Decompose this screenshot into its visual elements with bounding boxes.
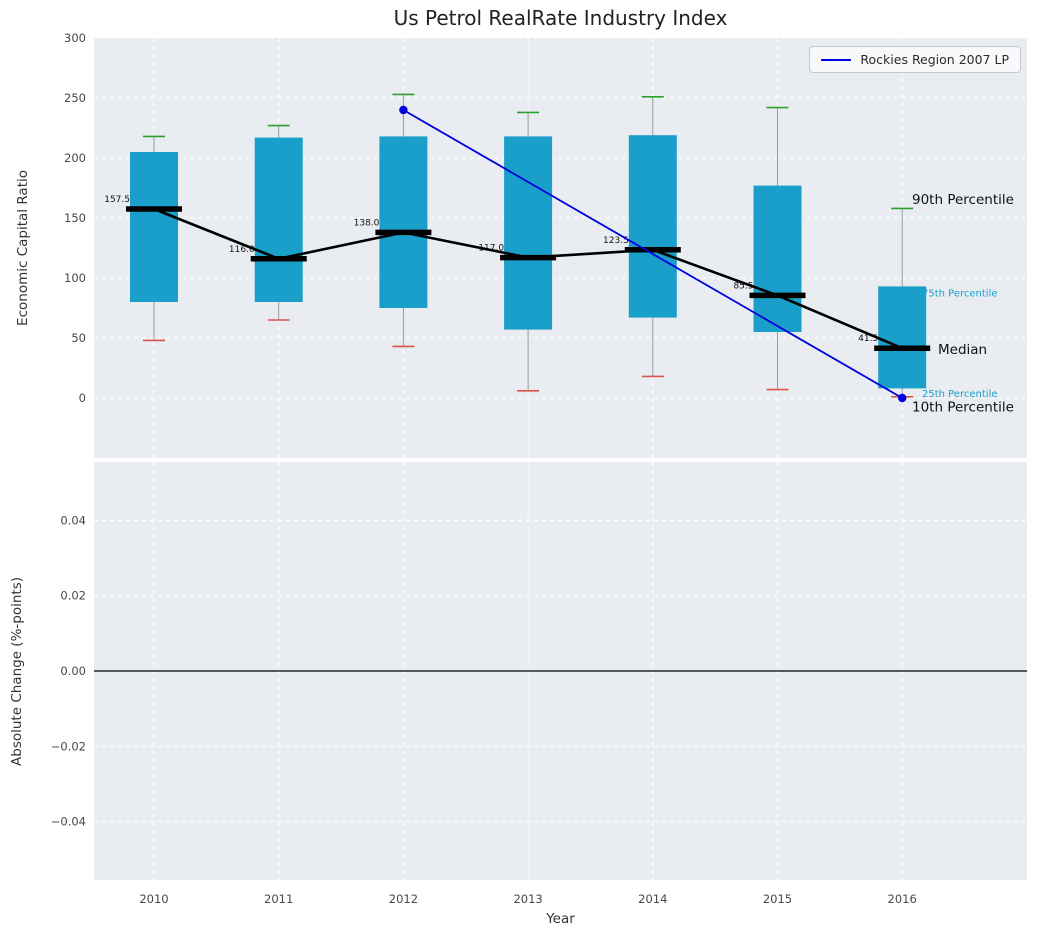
y-axis-bottom-container: Absolute Change (%-points) bbox=[4, 462, 30, 880]
x-tick: 2010 bbox=[139, 892, 168, 906]
legend-label: Rockies Region 2007 LP bbox=[860, 52, 1009, 67]
y-axis-label-top: Economic Capital Ratio bbox=[15, 170, 31, 326]
box-2011: 116.0 bbox=[229, 124, 307, 321]
box-2010: 157.5 bbox=[104, 135, 182, 342]
iqr-box bbox=[878, 286, 927, 389]
median-value-label: 123.5 bbox=[603, 236, 629, 246]
iqr-box bbox=[504, 136, 553, 330]
y-axis-top-container: Economic Capital Ratio bbox=[10, 38, 36, 458]
y-tick-top: 300 bbox=[64, 31, 86, 45]
legend: Rockies Region 2007 LP bbox=[809, 46, 1021, 73]
y-tick-bottom: 0.00 bbox=[60, 664, 86, 678]
y-tick-top: 200 bbox=[64, 151, 86, 165]
iqr-box bbox=[130, 152, 178, 302]
y-tick-bottom: −0.04 bbox=[51, 815, 86, 829]
percentile-annotation: 25th Percentile bbox=[922, 389, 998, 400]
x-tick: 2016 bbox=[888, 892, 917, 906]
x-axis-label: Year bbox=[546, 911, 575, 927]
median-value-label: 117.0 bbox=[478, 244, 504, 254]
percentile-annotation: 90th Percentile bbox=[912, 192, 1014, 208]
y-tick-top: 50 bbox=[71, 331, 86, 345]
median-value-label: 41.5 bbox=[858, 334, 878, 344]
overlay-line bbox=[402, 109, 903, 399]
y-tick-top: 250 bbox=[64, 91, 86, 105]
y-tick-top: 100 bbox=[64, 271, 86, 285]
iqr-box bbox=[753, 185, 802, 332]
y-tick-top: 0 bbox=[79, 391, 86, 405]
iqr-box bbox=[628, 135, 677, 318]
x-tick: 2011 bbox=[264, 892, 293, 906]
median-value-label: 85.5 bbox=[733, 281, 753, 291]
x-tick: 2015 bbox=[763, 892, 792, 906]
median-value-label: 116.0 bbox=[229, 245, 255, 255]
chart-title: Us Petrol RealRate Industry Index bbox=[393, 6, 728, 30]
median-value-label: 157.5 bbox=[104, 195, 130, 205]
box-2016: 41.5 bbox=[858, 207, 931, 398]
x-tick: 2012 bbox=[389, 892, 418, 906]
tick-labels: 0 50 100 150 200 250 300 −0.04 −0.02 0.00 0.02 0.04… bbox=[51, 31, 917, 906]
x-tick: 2014 bbox=[638, 892, 667, 906]
overlay-marker bbox=[898, 393, 907, 403]
boxplot-series: 157.5 116.0 138.0 117.0 123.5 85.5 41.5 bbox=[104, 93, 931, 398]
y-tick-bottom: 0.02 bbox=[60, 589, 86, 603]
box-2013: 117.0 bbox=[478, 111, 557, 392]
percentile-annotation: Median bbox=[938, 342, 987, 358]
median-trend-line bbox=[153, 207, 903, 350]
iqr-box bbox=[254, 137, 303, 302]
x-tick: 2013 bbox=[513, 892, 542, 906]
y-axis-label-bottom: Absolute Change (%-points) bbox=[9, 576, 25, 766]
legend-line-sample bbox=[821, 58, 852, 61]
y-tick-top: 150 bbox=[64, 211, 86, 225]
iqr-box bbox=[379, 136, 428, 308]
y-tick-bottom: 0.04 bbox=[60, 513, 86, 527]
percentile-annotation: 75th Percentile bbox=[922, 288, 998, 299]
median-value-label: 138.0 bbox=[354, 218, 380, 228]
box-2012: 138.0 bbox=[354, 93, 432, 348]
overlay-marker bbox=[399, 105, 408, 115]
percentile-annotation: 10th Percentile bbox=[912, 400, 1014, 416]
y-tick-bottom: −0.02 bbox=[51, 739, 86, 753]
